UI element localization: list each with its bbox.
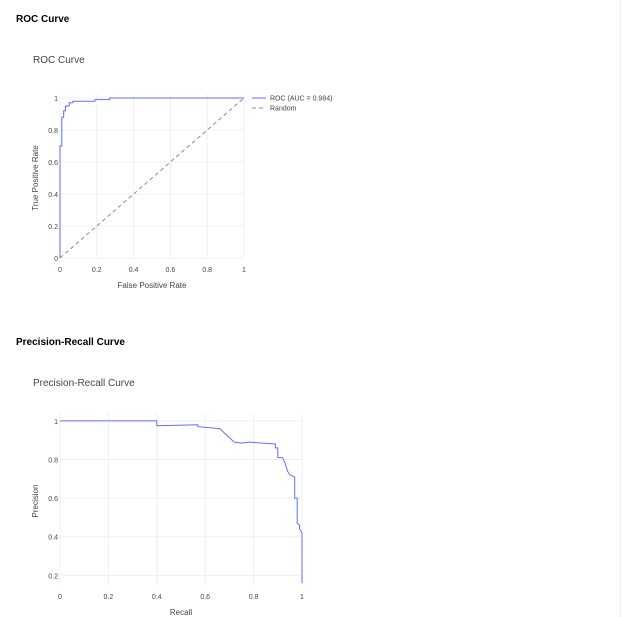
pr-x-axis-title: Recall bbox=[170, 608, 192, 617]
roc-title: ROC Curve bbox=[33, 55, 85, 66]
roc-y-tick-label: 0.8 bbox=[48, 128, 58, 135]
roc-y-axis-title: True Positive Rate bbox=[31, 145, 40, 211]
pr-series-line-main bbox=[60, 420, 303, 584]
pr-section-heading: Precision-Recall Curve bbox=[16, 337, 125, 348]
roc-series-line-main bbox=[59, 97, 244, 258]
roc-x-tick-label: 1 bbox=[242, 267, 246, 274]
pr-x-tick-label: 0.6 bbox=[200, 594, 210, 601]
pr-x-tick-label: 0.4 bbox=[152, 594, 162, 601]
pr-title: Precision-Recall Curve bbox=[33, 378, 135, 389]
roc-legend-label: Random bbox=[270, 106, 297, 113]
pr-x-tick-label: 0 bbox=[58, 594, 62, 601]
pr-y-tick-label: 1 bbox=[54, 419, 58, 426]
roc-series-line-random bbox=[59, 97, 245, 259]
roc-x-tick-label: 0.2 bbox=[92, 267, 102, 274]
pr-y-tick-label: 0.8 bbox=[48, 457, 58, 464]
roc-y-tick-label: 0.4 bbox=[48, 192, 58, 199]
roc-section-heading: ROC Curve bbox=[16, 14, 70, 25]
pr-y-tick-label: 0.6 bbox=[48, 496, 58, 503]
roc-x-tick-label: 0.4 bbox=[129, 267, 139, 274]
pr-y-tick-label: 0.4 bbox=[48, 535, 58, 542]
roc-y-tick-label: 1 bbox=[54, 96, 58, 103]
pr-x-tick-label: 0.2 bbox=[104, 594, 114, 601]
roc-y-tick-label: 0.2 bbox=[48, 224, 58, 231]
pr-x-tick-label: 0.8 bbox=[249, 594, 259, 601]
roc-y-tick-label: 0.6 bbox=[48, 160, 58, 167]
roc-legend-label: ROC (AUC = 0.984) bbox=[270, 96, 332, 103]
pr-x-tick-label: 1 bbox=[300, 594, 304, 601]
roc-x-tick-label: 0.6 bbox=[166, 267, 176, 274]
roc-x-tick-label: 0.8 bbox=[202, 267, 212, 274]
page-edge-divider bbox=[620, 0, 621, 617]
roc-y-tick-label: 0 bbox=[54, 256, 58, 263]
pr-y-axis-title: Precision bbox=[31, 485, 40, 518]
roc-x-axis-title: False Positive Rate bbox=[118, 281, 187, 290]
pr-y-tick-label: 0.2 bbox=[48, 573, 58, 580]
roc-x-tick-label: 0 bbox=[58, 267, 62, 274]
